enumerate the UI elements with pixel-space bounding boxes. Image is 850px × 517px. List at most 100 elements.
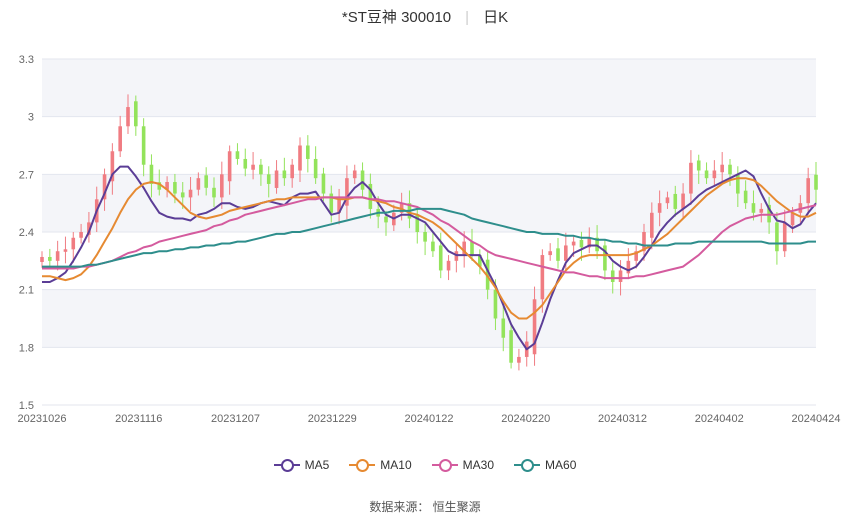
y-tick-label: 3.3 <box>19 54 34 66</box>
candle-body <box>493 289 498 319</box>
x-tick-label: 20240402 <box>695 413 744 425</box>
candle-body <box>501 318 506 338</box>
candle-body <box>40 256 44 262</box>
grid-band <box>42 289 816 348</box>
candle-body <box>71 237 76 250</box>
legend-symbol <box>514 458 541 472</box>
candle-body <box>126 107 130 127</box>
period-label: 日K <box>483 9 509 26</box>
candle-body <box>751 203 756 213</box>
candle-body <box>540 255 545 300</box>
candle-body <box>470 241 474 256</box>
candle-body <box>282 170 287 179</box>
candle-body <box>212 187 216 198</box>
candle-body <box>157 182 162 190</box>
candle-body <box>532 299 537 355</box>
candle-body <box>626 260 631 274</box>
candle-body <box>696 160 701 171</box>
candle-body <box>251 164 255 170</box>
candle-body <box>610 270 615 282</box>
candle-body <box>681 193 685 209</box>
candle-body <box>564 245 568 261</box>
candle-body <box>618 270 623 282</box>
candle-body <box>79 232 83 238</box>
ma-line-ma5 <box>42 165 817 351</box>
x-tick-label: 20240220 <box>501 413 550 425</box>
candle-body <box>509 330 513 363</box>
candle-body <box>759 208 764 213</box>
candle-body <box>274 170 279 188</box>
stock-name: *ST豆神 300010 <box>341 9 452 26</box>
ma-line-ma10 <box>42 177 817 320</box>
candle-body <box>704 170 709 179</box>
x-tick-label: 20231026 <box>18 413 67 425</box>
y-tick-label: 1.5 <box>19 400 34 412</box>
candle-body <box>603 245 607 271</box>
y-tick-label: 1.8 <box>19 342 34 354</box>
candle-body <box>227 151 232 182</box>
legend-label: MA5 <box>304 458 330 472</box>
candle-body <box>102 174 107 200</box>
candle-body <box>48 256 52 261</box>
candle-body <box>548 251 552 256</box>
candle-body <box>790 212 795 226</box>
candle-body <box>415 214 420 232</box>
candle-body <box>634 251 638 261</box>
legend-symbol <box>431 458 458 472</box>
candle-body <box>462 241 466 255</box>
candle-body <box>173 182 177 194</box>
candle-body <box>149 164 154 184</box>
legend-item-ma10[interactable]: MA10 <box>349 458 412 472</box>
candle-body <box>204 175 208 188</box>
candle-body <box>235 151 240 159</box>
candle-body <box>571 241 576 246</box>
candle-body <box>782 222 787 252</box>
candle-body <box>673 193 678 209</box>
candle-body <box>180 192 185 198</box>
candle-body <box>196 178 201 190</box>
candle-body <box>313 158 318 179</box>
candle-body <box>650 212 654 238</box>
candle-body <box>259 164 263 175</box>
candle-body <box>63 249 68 252</box>
candle-body <box>298 145 302 171</box>
candle-body <box>517 356 521 363</box>
candle-body <box>720 164 724 173</box>
candle-body <box>665 197 670 204</box>
candle-body <box>806 178 810 204</box>
candle-body <box>87 222 91 235</box>
legend-label: MA10 <box>380 458 412 472</box>
grid-band <box>42 59 816 117</box>
y-tick-label: 2.4 <box>19 227 34 239</box>
candle-body <box>736 174 740 194</box>
x-tick-label: 20240312 <box>598 413 647 425</box>
legend-label: MA60 <box>545 458 577 472</box>
legend-item-ma5[interactable]: MA5 <box>273 458 330 472</box>
y-tick-label: 3 <box>28 112 34 124</box>
candle-body <box>423 232 427 242</box>
candle-body <box>814 174 818 190</box>
candle-body <box>329 193 334 213</box>
x-tick-label: 20231116 <box>115 413 162 425</box>
candle-body <box>110 151 115 182</box>
candle-body <box>431 241 435 252</box>
candle-body <box>642 232 646 252</box>
title-separator: | <box>465 9 470 26</box>
candle-body <box>657 203 662 213</box>
candle-body <box>266 174 271 184</box>
candle-body <box>728 164 732 175</box>
y-tick-label: 2.1 <box>19 285 34 297</box>
legend-symbol <box>349 458 376 472</box>
candle-body <box>360 170 365 190</box>
candle-body <box>767 204 771 223</box>
candle-body <box>220 174 224 198</box>
candle-body <box>689 162 693 194</box>
y-tick-label: 2.7 <box>19 169 34 181</box>
data-source: 数据来源： 恒生聚源 <box>369 500 481 514</box>
legend-symbol <box>273 458 300 472</box>
ma-line-ma60 <box>42 207 816 268</box>
legend-item-ma60[interactable]: MA60 <box>514 458 576 472</box>
chart-title: *ST豆神 300010 | 日K <box>0 6 850 27</box>
legend-item-ma30[interactable]: MA30 <box>431 458 494 472</box>
